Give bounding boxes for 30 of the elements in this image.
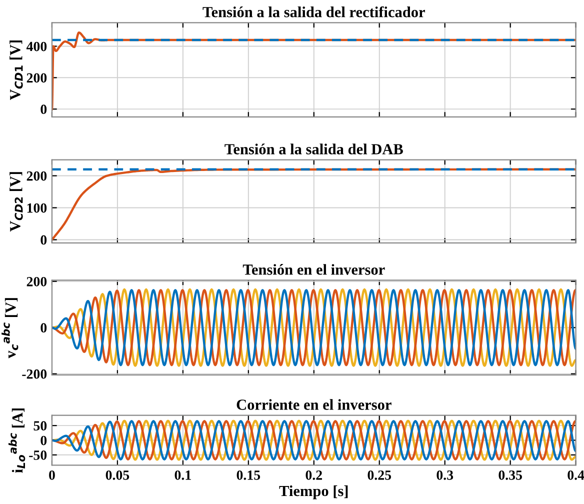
y-axis-title: V$_{CD1}$ [V]: [10, 40, 23, 100]
y-tick-label: 400: [26, 42, 47, 52]
x-tick-label: 0.15: [236, 470, 260, 480]
chart-title: Tensión en el inversor: [242, 264, 385, 275]
y-tick-label: -200: [22, 369, 47, 379]
y-tick-label: -50: [29, 450, 47, 460]
x-tick-label: 0.3: [436, 470, 454, 480]
y-axis-title: V$_{CD2}$ [V]: [10, 172, 23, 232]
x-tick-label: 0.05: [106, 470, 130, 480]
x-axis-title: Tiempo [s]: [279, 485, 348, 500]
y-tick-label: 0: [40, 436, 47, 446]
chart-title: Corriente en el inversor: [236, 399, 392, 410]
x-tick-label: 0.1: [174, 470, 191, 480]
y-tick-label: 200: [26, 171, 47, 181]
chart-title: Tensión a la salida del rectificador: [202, 6, 425, 18]
x-tick-label: 0.25: [368, 470, 392, 480]
y-axis-title: i$_{Lo}$$^{abc}$ [A]: [8, 408, 26, 473]
x-tick-label: 0.35: [498, 470, 522, 480]
y-axis-title: v$_{c}$$^{abc}$ [V]: [2, 298, 18, 358]
chart-title: Tensión a la salida del DAB: [224, 144, 403, 154]
y-tick-label: 0: [40, 235, 47, 245]
y-tick-label: 100: [27, 203, 47, 213]
y-tick-label: 200: [26, 73, 47, 83]
x-tick-label: 0.4: [568, 470, 584, 480]
x-tick-label: 0.2: [306, 470, 322, 480]
x-tick-label: 0: [49, 470, 55, 480]
y-tick-label: 0: [40, 104, 47, 114]
y-tick-label: 50: [34, 421, 47, 431]
y-tick-label: 200: [26, 276, 47, 286]
y-tick-label: 0: [40, 323, 47, 333]
